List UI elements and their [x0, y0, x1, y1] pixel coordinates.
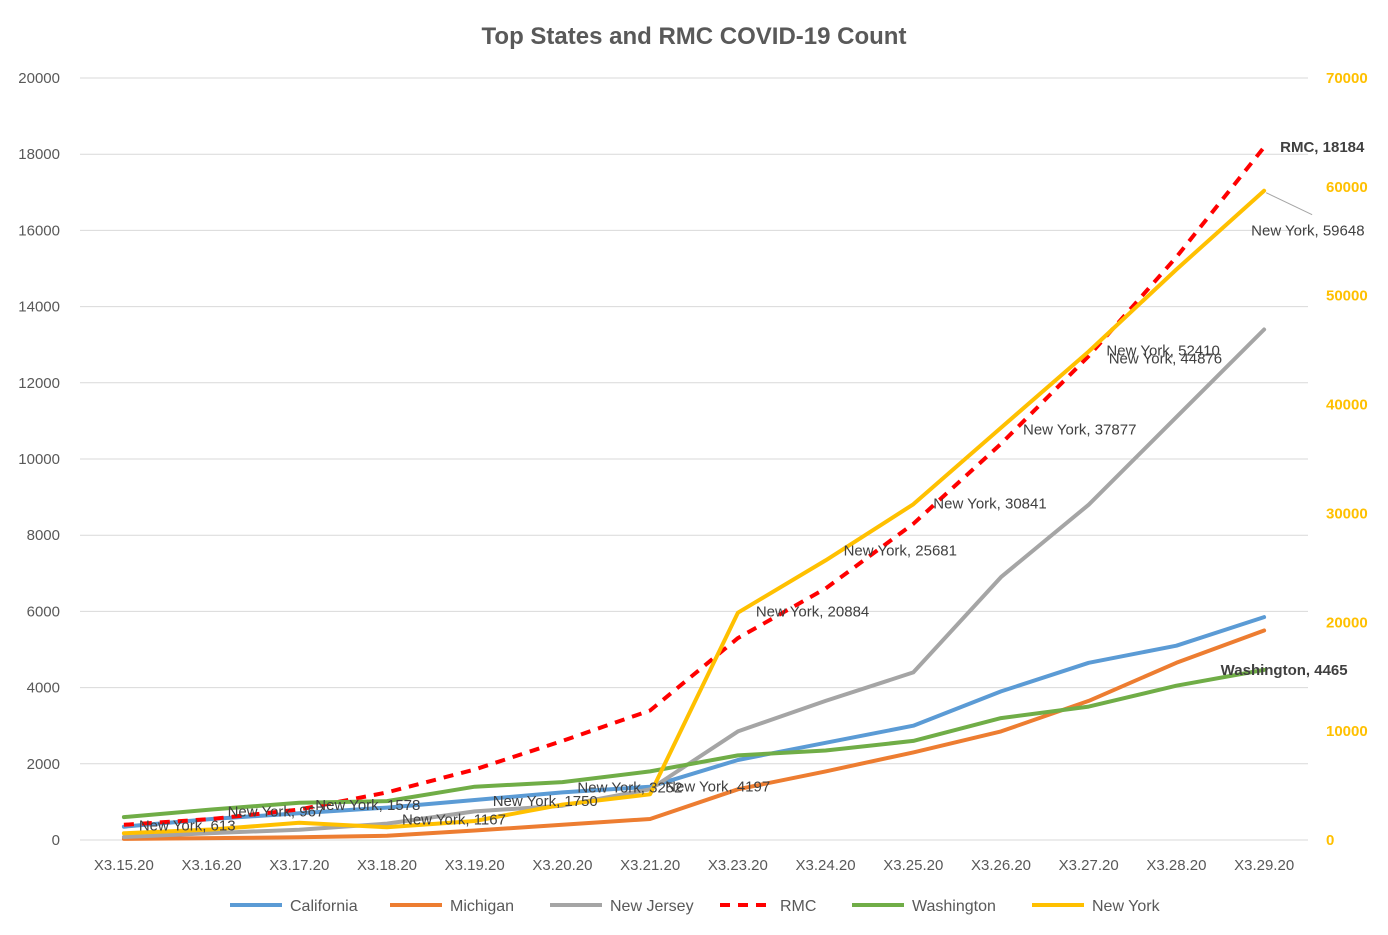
x-tick-label: X3.24.20 — [796, 857, 856, 874]
x-tick-label: X3.26.20 — [971, 857, 1031, 874]
data-label: New York, 20884 — [756, 604, 869, 621]
legend-label: New Jersey — [610, 898, 694, 915]
y-right-tick-label: 20000 — [1326, 614, 1368, 631]
data-label: New York, 37877 — [1023, 422, 1136, 439]
data-label: New York, 52410 — [1106, 342, 1219, 359]
legend-label: Michigan — [450, 898, 514, 915]
y-left-tick-label: 10000 — [18, 451, 60, 468]
series-lines — [121, 145, 1267, 841]
x-tick-label: X3.27.20 — [1059, 857, 1119, 874]
y-left-tick-label: 6000 — [27, 603, 60, 620]
x-tick-label: X3.19.20 — [445, 857, 505, 874]
y-right-tick-label: 10000 — [1326, 723, 1368, 740]
chart-title: Top States and RMC COVID-19 Count — [482, 23, 907, 50]
y-right-tick-label: 50000 — [1326, 288, 1368, 305]
x-tick-label: X3.29.20 — [1234, 857, 1294, 874]
y-left-tick-label: 14000 — [18, 299, 60, 316]
leader-line — [1265, 192, 1313, 216]
data-label: New York, 25681 — [844, 542, 957, 559]
gridlines — [80, 77, 1308, 841]
y-left-tick-label: 20000 — [18, 70, 60, 87]
x-tick-label: X3.18.20 — [357, 857, 417, 874]
x-tick-label: X3.17.20 — [269, 857, 329, 874]
x-tick-label: X3.16.20 — [182, 857, 242, 874]
x-tick-label: X3.21.20 — [620, 857, 680, 874]
series-line-new-york — [121, 188, 1267, 836]
y-left-tick-label: 12000 — [18, 375, 60, 392]
series-line-california — [121, 615, 1267, 829]
y-right-tick-label: 40000 — [1326, 397, 1368, 414]
data-label: New York, 613 — [139, 817, 236, 834]
y-left-tick-label: 4000 — [27, 680, 60, 697]
data-label: Washington, 4465 — [1221, 662, 1348, 679]
series-line-michigan — [121, 628, 1267, 841]
series-line-rmc — [123, 145, 1266, 827]
y-left-tick-label: 8000 — [27, 527, 60, 544]
series-line-washington — [121, 667, 1267, 820]
y-right-tick-label: 30000 — [1326, 505, 1368, 522]
data-label: New York, 44876 — [1109, 350, 1222, 367]
legend-label: RMC — [780, 898, 816, 915]
data-label: New York, 1578 — [315, 797, 420, 814]
data-label: New York, 59648 — [1251, 223, 1364, 240]
y-left-tick-label: 16000 — [18, 222, 60, 239]
x-tick-label: X3.23.20 — [708, 857, 768, 874]
data-label: New York, 3252 — [577, 780, 682, 797]
series-line-new-jersey — [121, 327, 1267, 839]
y-right-tick-label: 0 — [1326, 832, 1334, 849]
legend: California Michigan New Jersey RMC Washingto… — [230, 898, 1161, 915]
x-tick-label: X3.15.20 — [94, 857, 154, 874]
data-label: New York, 4197 — [665, 778, 770, 795]
x-tick-label: X3.25.20 — [883, 857, 943, 874]
y-left-tick-label: 2000 — [27, 756, 60, 773]
axes: 0 2000 4000 6000 8000 10000 12000 14000 16000 180… — [18, 70, 1367, 874]
legend-label: New York — [1092, 898, 1161, 915]
data-label: New York, 1750 — [493, 793, 598, 810]
data-label: New York, 967 — [228, 803, 325, 820]
data-label: RMC, 18184 — [1280, 139, 1365, 156]
data-label: New York, 30841 — [933, 495, 1046, 512]
x-tick-label: X3.28.20 — [1146, 857, 1206, 874]
legend-label: California — [290, 898, 358, 915]
y-right-tick-label: 60000 — [1326, 179, 1368, 196]
x-tick-label: X3.20.20 — [532, 857, 592, 874]
y-right-tick-label: 70000 — [1326, 70, 1368, 87]
y-left-tick-label: 18000 — [18, 146, 60, 163]
data-label: New York, 1167 — [402, 811, 506, 828]
legend-label: Washington — [912, 898, 996, 915]
y-left-tick-label: 0 — [52, 832, 60, 849]
